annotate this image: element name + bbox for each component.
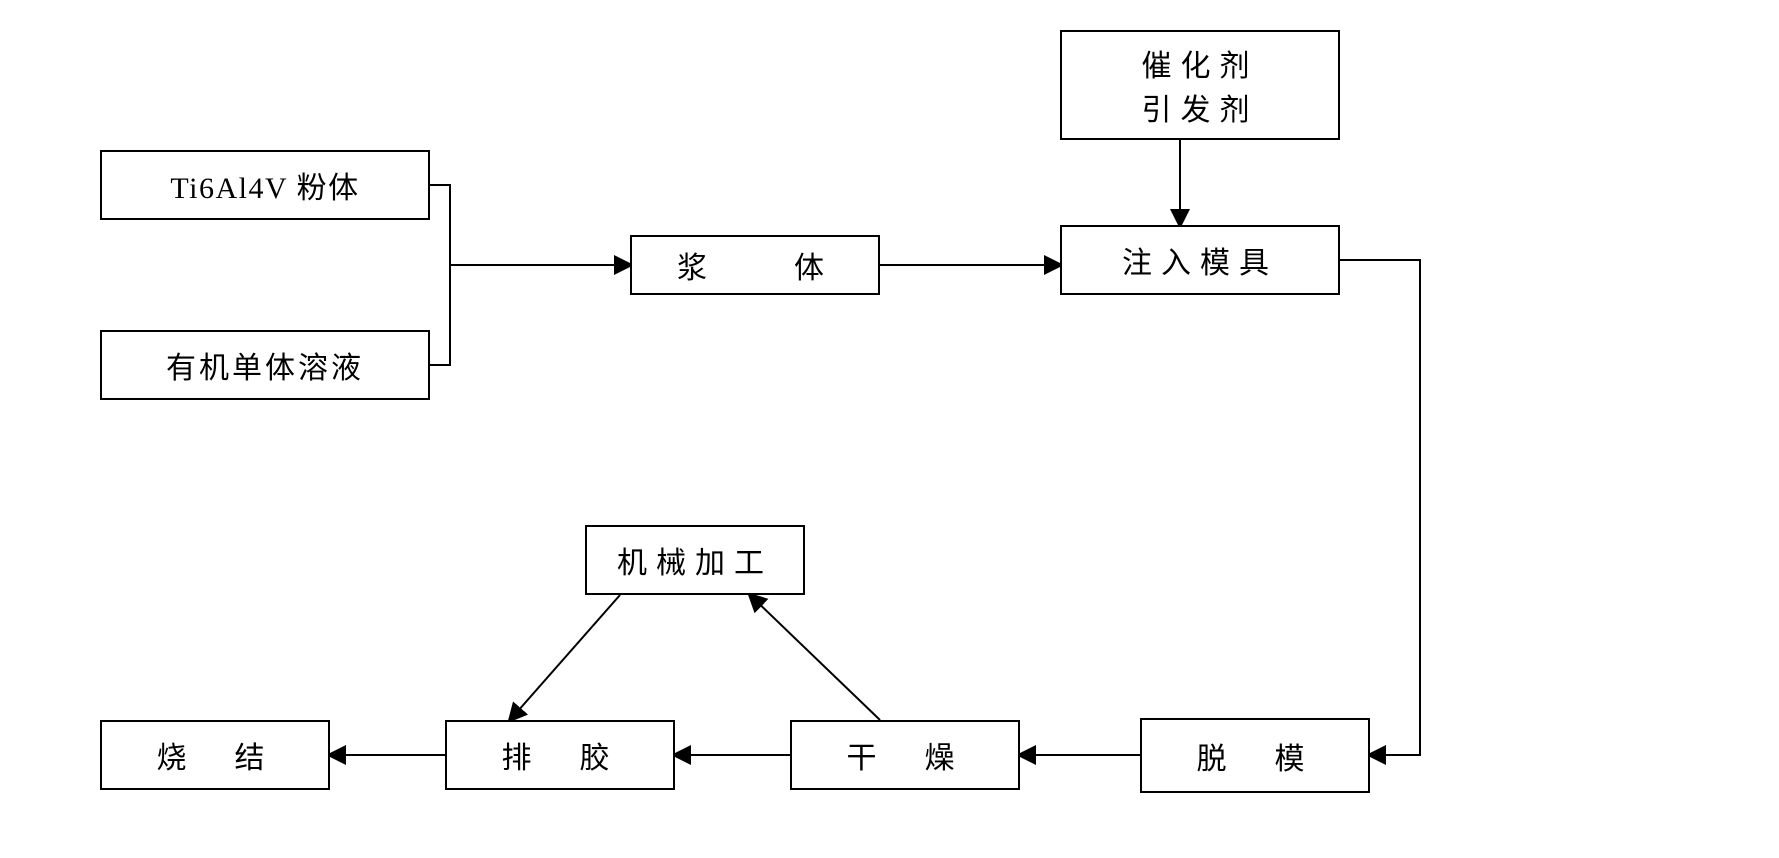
arrow-8 bbox=[750, 595, 880, 720]
arrow-9 bbox=[510, 595, 620, 720]
node-catalyst: 催化剂 引发剂 bbox=[1060, 30, 1340, 140]
node-drying: 干 燥 bbox=[790, 720, 1020, 790]
arrow-0 bbox=[430, 185, 450, 365]
node-machining: 机械加工 bbox=[585, 525, 805, 595]
node-slurry: 浆 体 bbox=[630, 235, 880, 295]
node-sinter: 烧 结 bbox=[100, 720, 330, 790]
node-demold: 脱 模 bbox=[1140, 718, 1370, 793]
node-monomer: 有机单体溶液 bbox=[100, 330, 430, 400]
arrow-4 bbox=[1340, 260, 1420, 755]
node-powder: Ti6Al4V 粉体 bbox=[100, 150, 430, 220]
node-inject: 注入模具 bbox=[1060, 225, 1340, 295]
node-debinding: 排 胶 bbox=[445, 720, 675, 790]
